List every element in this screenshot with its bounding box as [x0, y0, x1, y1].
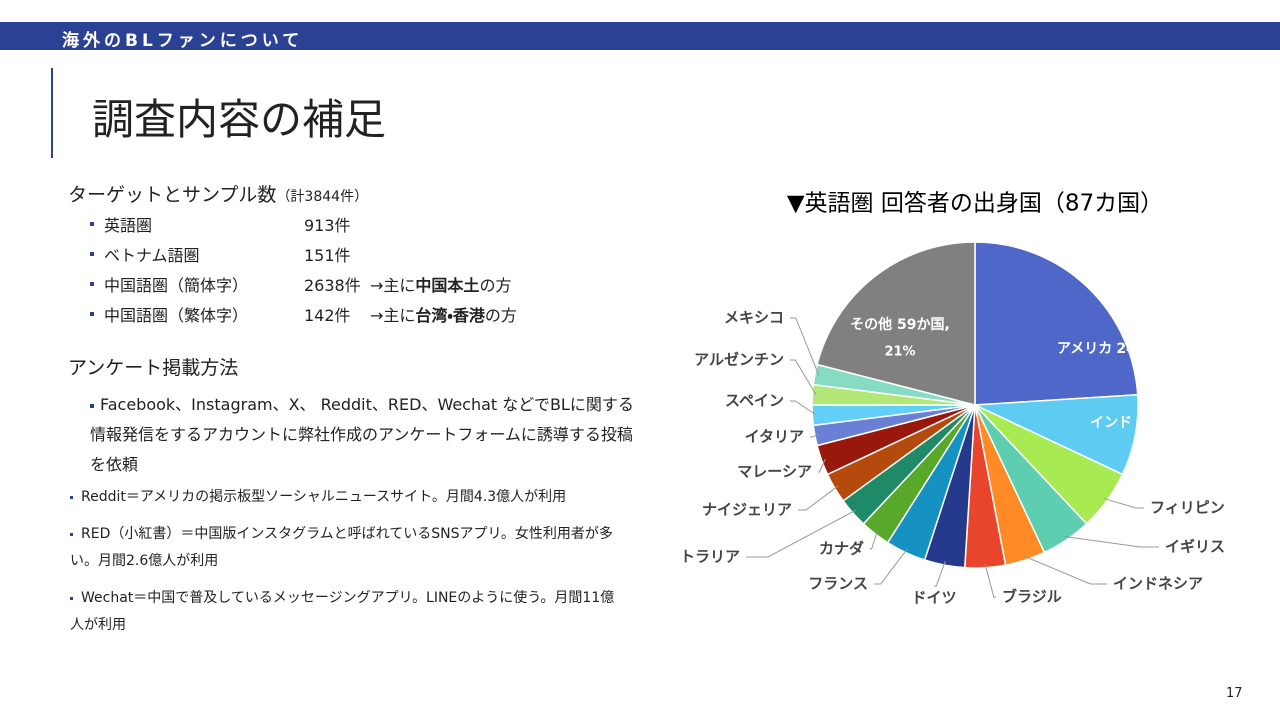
- target-label: 中国語圏（繁体字）: [104, 306, 249, 325]
- target-row: 中国語圏（簡体字） 2638件 →主に 中国本土 の方: [90, 269, 517, 299]
- category-label: メキシコ: [724, 309, 784, 327]
- category-label: インドネシア: [1113, 575, 1203, 593]
- chart-title: ▼英語圏 回答者の出身国（87カ国）: [787, 191, 1163, 217]
- target-count: 913件: [304, 216, 351, 235]
- page-number: 17: [1226, 686, 1243, 701]
- heading-note: （計3844件）: [276, 189, 369, 205]
- leader-line: [810, 434, 819, 438]
- leader-line: [818, 458, 826, 473]
- note: Wechat＝中国で普及しているメッセージングアプリ。LINEのように使う。月間…: [70, 585, 618, 639]
- bullet: [90, 403, 94, 408]
- target-row: 英語圏 913件: [90, 209, 517, 239]
- title: 調査内容の補足: [92, 95, 387, 144]
- leader-line: [934, 561, 946, 587]
- target-label: 中国語圏（簡体字）: [104, 276, 249, 295]
- survey-heading: アンケート掲載方法: [68, 357, 239, 379]
- targets-list: 英語圏 913件 ベトナム語圏 151件 中国語圏（簡体字） 2638件 →主に 中国本土 の方…: [90, 209, 517, 329]
- chart: ▼英語圏 回答者の出身国（87カ国） アメリカ 24% インド 8% フィリピンイギリス…: [680, 191, 1225, 607]
- slice-label: その他 59か国,: [850, 316, 950, 333]
- category-label: イギリス: [1165, 538, 1225, 556]
- accent-bar: [51, 68, 53, 158]
- category-label: スペイン: [725, 392, 784, 410]
- target-suffix: の方: [479, 276, 512, 295]
- category-label: フィリピン: [1150, 499, 1225, 517]
- category-label: ナイジェリア: [702, 501, 792, 519]
- leader-line: [790, 317, 820, 376]
- bullet: [90, 222, 94, 226]
- bullet: [70, 596, 73, 600]
- target-bold: 中国本土: [415, 276, 480, 295]
- category-label: カナダ: [819, 540, 864, 558]
- survey-main: Facebook、Instagram、X、 Reddit、RED、Wechat …: [90, 390, 635, 480]
- target-count: 2638件: [304, 276, 361, 295]
- targets-heading: ターゲットとサンプル数（計3844件）: [68, 180, 368, 207]
- category: その他 59か国,: [850, 316, 950, 333]
- leader-line: [1103, 497, 1144, 509]
- target-row: ベトナム語圏 151件: [90, 239, 517, 269]
- category-label: アルゼンチン: [694, 351, 784, 369]
- note-text: Wechat＝中国で普及しているメッセージングアプリ。LINEのように使う。月間…: [70, 590, 615, 633]
- slice-label: アメリカ 24%: [1057, 341, 1150, 357]
- survey-text: Facebook、Instagram、X、 Reddit、RED、Wechat …: [90, 395, 634, 474]
- note: Reddit＝アメリカの掲示板型ソーシャルニュースサイト。月間4.3億人が利用: [70, 484, 618, 511]
- category-label: フランス: [808, 575, 868, 593]
- value-label: 24%: [1116, 341, 1150, 357]
- target-bold: 台湾・香港: [415, 306, 485, 325]
- bullet: [90, 312, 94, 316]
- target-prefix: →主に: [370, 306, 416, 325]
- note-text: RED（小紅書）＝中国版インスタグラムと呼ばれているSNSアプリ。女性利用者が多…: [70, 526, 613, 569]
- category-label: ドイツ: [911, 589, 956, 607]
- target-row: 中国語圏（繁体字） 142件 →主に 台湾・香港 の方: [90, 299, 517, 329]
- leader-line: [746, 509, 856, 558]
- pie-slice: [816, 241, 976, 406]
- leader-line: [790, 400, 817, 416]
- leader-line: [790, 359, 817, 396]
- header-bar: 海外のBLファンについて: [0, 22, 1280, 51]
- category: インド: [1090, 415, 1132, 431]
- value-label: 8%: [1136, 415, 1160, 431]
- heading: ターゲットとサンプル数: [68, 184, 277, 206]
- bullet: [70, 495, 73, 499]
- bullet: [90, 282, 94, 286]
- pie-slice: [974, 241, 1139, 406]
- category-label: イタリア: [745, 428, 804, 446]
- leader-line: [984, 563, 996, 598]
- bullet: [70, 532, 73, 536]
- target-count: 151件: [304, 246, 351, 265]
- category-label: オーストラリア: [680, 548, 740, 566]
- leader-line: [874, 548, 908, 585]
- leader-line: [798, 485, 839, 511]
- category: アメリカ: [1057, 341, 1112, 357]
- target-prefix: →主に: [370, 276, 416, 295]
- note-text: Reddit＝アメリカの掲示板型ソーシャルニュースサイト。月間4.3億人が利用: [81, 489, 567, 505]
- category-label: マレーシア: [737, 463, 812, 481]
- note: RED（小紅書）＝中国版インスタグラムと呼ばれているSNSアプリ。女性利用者が多…: [70, 521, 618, 575]
- category-label: ブラジル: [1002, 588, 1062, 606]
- leader-line: [1023, 555, 1107, 585]
- notes: Reddit＝アメリカの掲示板型ソーシャルニュースサイト。月間4.3億人が利用 R…: [70, 484, 618, 649]
- value-label: 21%: [884, 345, 915, 360]
- leader-line: [870, 530, 879, 550]
- target-suffix: の方: [484, 306, 517, 325]
- target-count: 142件: [304, 306, 351, 325]
- target-label: ベトナム語圏: [104, 246, 200, 265]
- leader-line: [1064, 536, 1159, 548]
- header: 海外のBLファンについて: [62, 31, 304, 51]
- bullet: [90, 252, 94, 256]
- slice-label: インド 8%: [1090, 415, 1160, 431]
- target-label: 英語圏: [104, 216, 153, 235]
